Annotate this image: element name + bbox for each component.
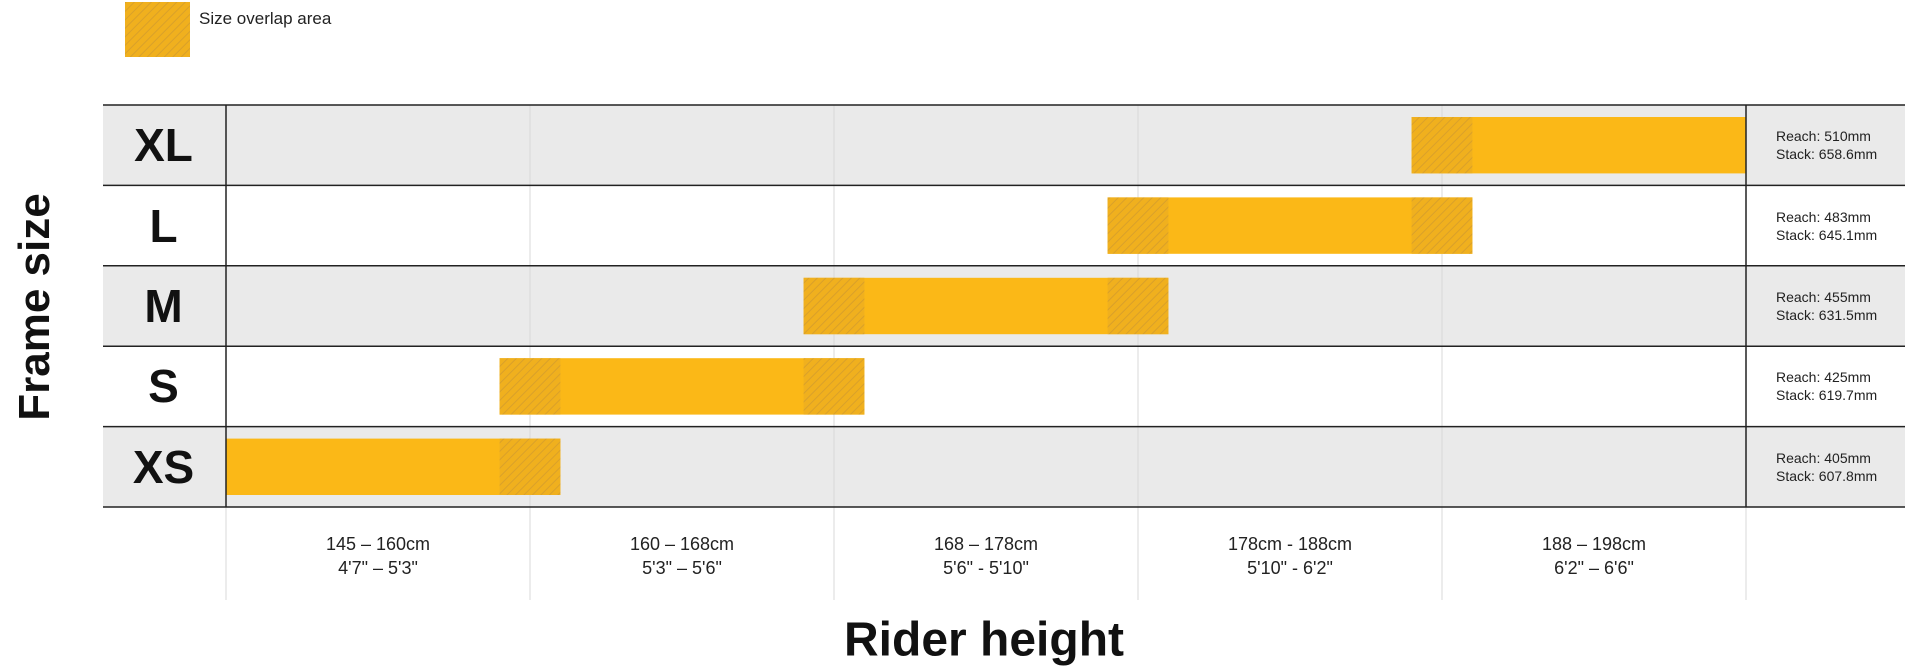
x-axis-title: Rider height xyxy=(843,613,1125,667)
stack-value: Stack: 658.6mm xyxy=(1776,146,1878,163)
size-label-s: S xyxy=(148,360,179,413)
y-axis-title: Frame size xyxy=(10,193,59,421)
legend-swatch xyxy=(125,2,190,57)
reach-value: Reach: 510mm xyxy=(1776,128,1871,145)
height-range-cm: 160 – 168cm xyxy=(629,534,735,554)
stack-value: Stack: 645.1mm xyxy=(1776,226,1878,243)
stack-value: Stack: 631.5mm xyxy=(1776,307,1878,323)
size-label-m: M xyxy=(144,280,183,332)
row-background xyxy=(103,346,1905,427)
height-range-ft: 5'3" – 5'6" xyxy=(642,558,722,578)
overlap-area xyxy=(499,358,561,415)
height-range-cm: 178cm - 188cm xyxy=(1227,534,1353,554)
height-range-ft: 5'10" - 6'2" xyxy=(1247,558,1333,578)
overlap-area xyxy=(1411,117,1473,174)
size-label-xs: XS xyxy=(132,440,195,493)
height-range-cm: 168 – 178cm xyxy=(933,534,1039,554)
size-label-l: L xyxy=(149,199,178,252)
row-background xyxy=(103,185,1905,266)
height-range-cm: 145 – 160cm xyxy=(325,534,431,554)
legend-overlap-label: Size overlap area xyxy=(199,9,332,28)
stack-value: Stack: 619.7mm xyxy=(1776,387,1878,404)
overlap-area xyxy=(803,277,865,335)
overlap-area xyxy=(499,438,561,495)
height-range-ft: 5'6" - 5'10" xyxy=(943,558,1029,578)
reach-value: Reach: 405mm xyxy=(1776,449,1871,466)
reach-value: Reach: 455mm xyxy=(1776,289,1871,305)
overlap-area xyxy=(803,358,865,415)
reach-value: Reach: 425mm xyxy=(1776,369,1871,386)
size-label-xl: XL xyxy=(134,119,193,172)
stack-value: Stack: 607.8mm xyxy=(1776,467,1878,484)
height-range-ft: 4'7" – 5'3" xyxy=(338,558,418,578)
reach-value: Reach: 483mm xyxy=(1776,208,1871,225)
height-range-cm: 188 – 198cm xyxy=(1541,534,1647,554)
overlap-area xyxy=(1411,197,1473,254)
height-range-ft: 6'2" – 6'6" xyxy=(1554,558,1634,578)
overlap-area xyxy=(1107,277,1169,335)
overlap-area xyxy=(1107,197,1169,254)
